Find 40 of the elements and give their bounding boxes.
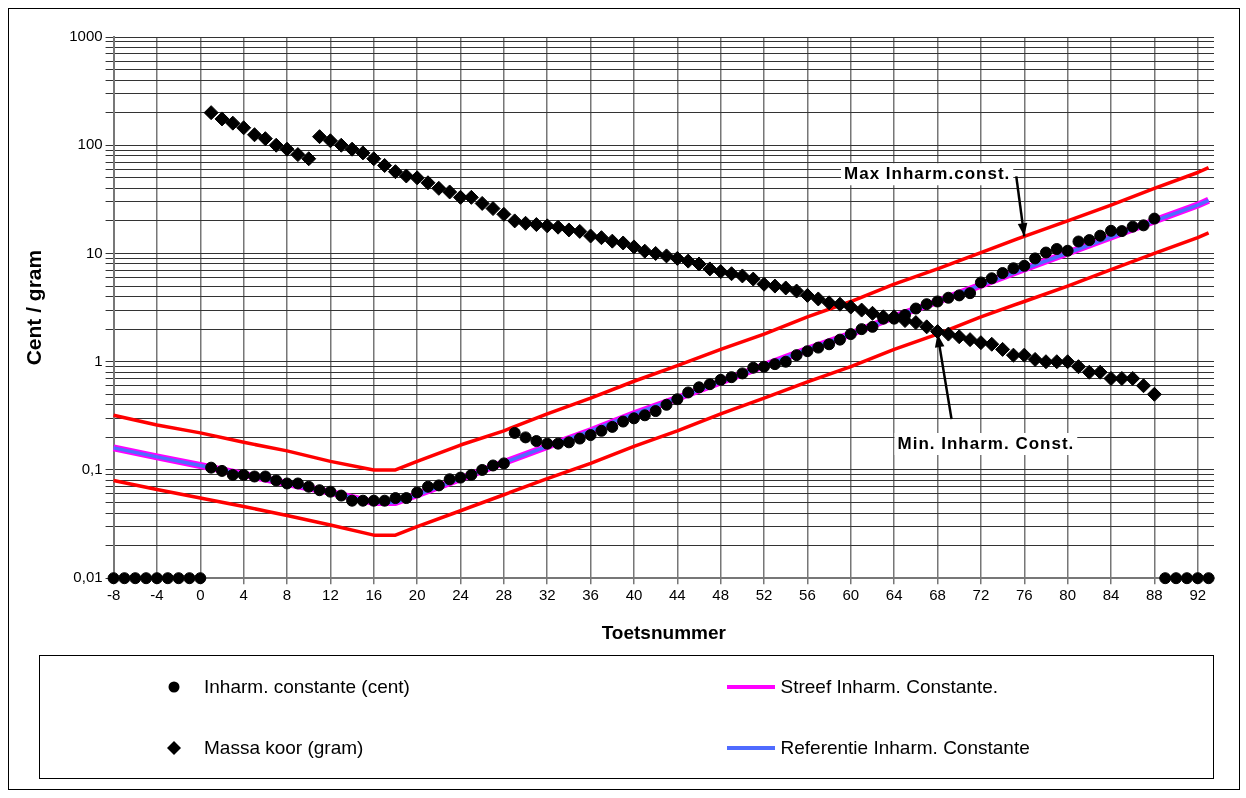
x-tick-label: 52 [755, 586, 773, 604]
x-tick-label: 76 [1015, 586, 1033, 604]
x-tick-label: 60 [842, 586, 860, 604]
x-tick-label: 72 [972, 586, 990, 604]
legend-label: Referentie Inharm. Constante [780, 736, 1030, 758]
legend-label: Streef Inharm. Constante. [780, 675, 999, 697]
x-tick-label: 88 [1146, 586, 1163, 604]
x-tick-label: 28 [495, 586, 513, 604]
x-tick-label: -4 [150, 586, 164, 604]
x-tick-label: 44 [668, 586, 686, 604]
x-tick-label: 36 [582, 586, 599, 604]
y-axis-title: Cent / gram [22, 249, 46, 366]
x-tick-label: 84 [1102, 586, 1120, 604]
annotation: Max Inharm.const. [844, 164, 1011, 184]
x-tick-label: 0 [196, 586, 205, 604]
x-tick-label: 12 [322, 586, 339, 604]
x-tick-label: 56 [799, 586, 816, 604]
x-tick-label: 8 [282, 586, 292, 604]
x-tick-label: 4 [239, 586, 248, 604]
x-tick-label: 40 [625, 586, 643, 604]
y-tick-label: 10 [85, 243, 103, 261]
x-tick-label: -8 [106, 586, 121, 604]
x-tick-label: 68 [929, 586, 946, 604]
x-tick-label: 24 [452, 586, 469, 604]
x-tick-label: 48 [712, 586, 730, 604]
legend-label: Massa koor (gram) [204, 736, 364, 758]
x-tick-label: 80 [1059, 586, 1076, 604]
x-axis-title: Toetsnummer [601, 621, 727, 643]
annotation: Min. Inharm. Const. [897, 433, 1075, 453]
y-tick-label: 1 [94, 351, 103, 369]
x-tick-label: 92 [1189, 586, 1207, 604]
x-tick-label: 16 [365, 586, 383, 604]
y-tick-label: 1000 [69, 27, 103, 45]
x-tick-label: 32 [538, 586, 556, 604]
legend-label: Inharm. constante (cent) [204, 675, 410, 697]
y-tick-label: 100 [77, 135, 103, 153]
y-tick-label: 0,1 [81, 460, 103, 478]
x-tick-label: 20 [408, 586, 426, 604]
x-tick-label: 64 [885, 586, 903, 604]
y-tick-label: 0,01 [73, 568, 103, 586]
